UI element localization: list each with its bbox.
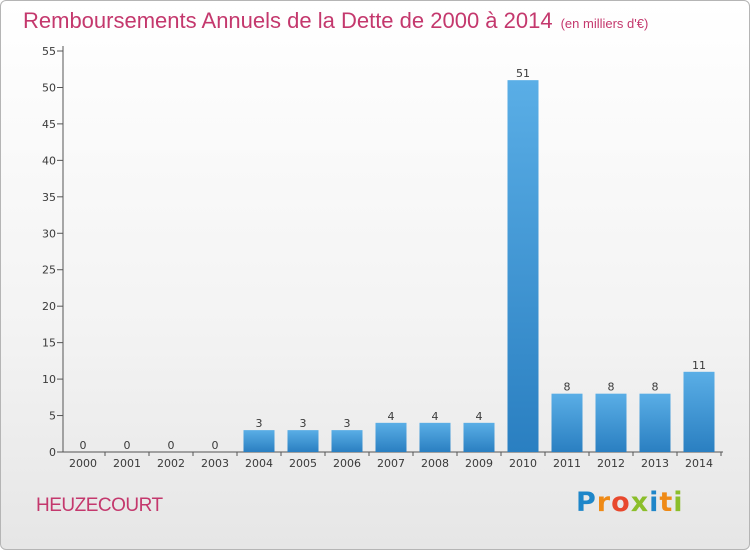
x-tick-label: 2003 xyxy=(201,457,229,470)
x-tick-label: 2011 xyxy=(553,457,581,470)
proxiti-logo: Proxiti xyxy=(576,487,684,518)
bar-value-label: 4 xyxy=(432,410,439,423)
x-tick-label: 2009 xyxy=(465,457,493,470)
bar-value-label: 8 xyxy=(564,381,571,394)
bar-value-label: 4 xyxy=(476,410,483,423)
y-tick-label: 15 xyxy=(42,337,56,350)
bar-value-label: 3 xyxy=(344,417,351,430)
y-tick-label: 25 xyxy=(42,264,56,277)
bar xyxy=(419,422,451,452)
y-tick-label: 30 xyxy=(42,227,56,240)
bar-value-label: 3 xyxy=(256,417,263,430)
bar xyxy=(243,430,275,452)
y-tick-label: 0 xyxy=(49,446,56,459)
bar-value-label: 8 xyxy=(652,381,659,394)
chart-title: Remboursements Annuels de la Dette de 20… xyxy=(23,8,648,34)
logo-letter: P xyxy=(576,487,597,518)
chart-title-text: Remboursements Annuels de la Dette de 20… xyxy=(23,8,553,33)
bar-value-label: 4 xyxy=(388,410,395,423)
bar xyxy=(287,430,319,452)
bar-value-label: 51 xyxy=(516,67,530,80)
y-tick-label: 40 xyxy=(42,154,56,167)
x-tick-label: 2013 xyxy=(641,457,669,470)
bar xyxy=(683,371,715,452)
chart-subtitle: (en milliers d'€) xyxy=(560,16,649,31)
y-tick-label: 45 xyxy=(42,118,56,131)
bar xyxy=(331,430,363,452)
y-tick-label: 20 xyxy=(42,300,56,313)
x-tick-label: 2010 xyxy=(509,457,537,470)
logo-letter: i xyxy=(649,487,660,518)
bar xyxy=(551,393,583,452)
y-tick-label: 5 xyxy=(49,410,56,423)
logo-letter: r xyxy=(596,487,612,518)
x-tick-label: 2007 xyxy=(377,457,405,470)
y-tick-label: 10 xyxy=(42,373,56,386)
bar-value-label: 0 xyxy=(80,439,87,452)
x-tick-label: 2002 xyxy=(157,457,185,470)
x-tick-label: 2012 xyxy=(597,457,625,470)
bar-value-label: 0 xyxy=(124,439,131,452)
bar-value-label: 11 xyxy=(692,359,706,372)
bar xyxy=(463,422,495,452)
bar-value-label: 0 xyxy=(168,439,175,452)
x-tick-label: 2008 xyxy=(421,457,449,470)
x-tick-label: 2001 xyxy=(113,457,141,470)
x-tick-label: 2014 xyxy=(685,457,713,470)
logo-letter: i xyxy=(673,487,684,518)
bar xyxy=(507,80,539,452)
y-tick-label: 55 xyxy=(42,45,56,58)
bar-value-label: 3 xyxy=(300,417,307,430)
x-tick-label: 2004 xyxy=(245,457,273,470)
x-tick-label: 2000 xyxy=(69,457,97,470)
bar-value-label: 0 xyxy=(212,439,219,452)
y-tick-label: 50 xyxy=(42,81,56,94)
bar-value-label: 8 xyxy=(608,381,615,394)
logo-letter: o xyxy=(611,487,631,518)
logo-letter: t xyxy=(659,487,674,518)
bar xyxy=(375,422,407,452)
x-tick-label: 2006 xyxy=(333,457,361,470)
bar xyxy=(639,393,671,452)
logo-letter: x xyxy=(630,487,650,518)
commune-name: HEUZECOURT xyxy=(36,495,163,516)
x-tick-label: 2005 xyxy=(289,457,317,470)
bar xyxy=(595,393,627,452)
y-tick-label: 35 xyxy=(42,191,56,204)
